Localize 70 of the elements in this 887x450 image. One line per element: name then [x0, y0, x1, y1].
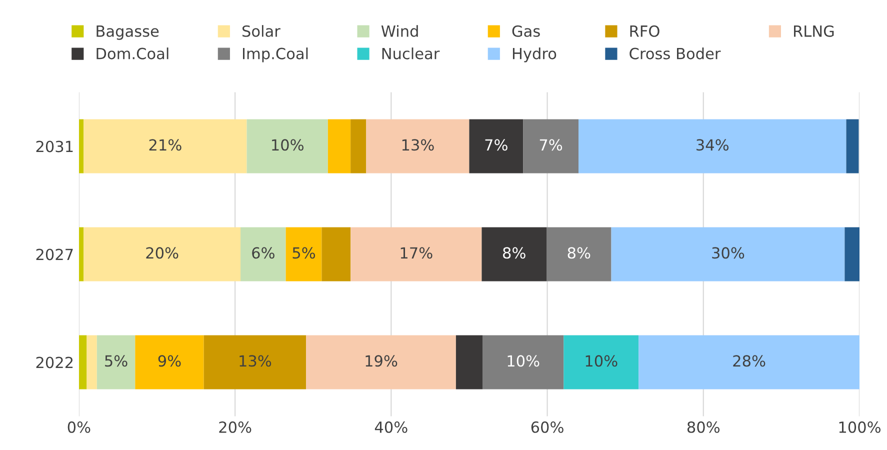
- data-label: 21%: [149, 139, 182, 151]
- bar: [469, 119, 524, 174]
- bar: [366, 119, 470, 174]
- bar: [86, 335, 97, 390]
- x-tick-label: 20%: [219, 421, 252, 433]
- data-label: 28%: [733, 355, 766, 367]
- data-label: 13%: [402, 139, 434, 151]
- data-label: 20%: [146, 247, 178, 259]
- data-label: 8%: [503, 247, 526, 259]
- legend-label: Wind: [381, 25, 418, 37]
- legend-label: Dom.Coal: [96, 48, 168, 60]
- bar: [350, 119, 366, 174]
- data-label: 5%: [105, 355, 128, 367]
- x-tick-label: 0%: [68, 421, 90, 433]
- data-label: 19%: [366, 355, 398, 367]
- data-label: 9%: [158, 355, 181, 367]
- bar: [523, 119, 578, 174]
- bar: [322, 227, 351, 282]
- data-label: 5%: [292, 247, 316, 259]
- legend-label: RFO: [630, 25, 660, 37]
- x-tick-label: 40%: [374, 421, 408, 433]
- bar: [246, 119, 328, 174]
- legend-label: Cross Boder: [630, 48, 721, 60]
- bar: [78, 119, 84, 174]
- bar: [846, 119, 859, 174]
- y-tick-label: 2031: [36, 140, 73, 152]
- x-tick-label: 80%: [687, 421, 720, 433]
- data-label: 10%: [508, 355, 540, 367]
- data-label: 10%: [586, 355, 618, 367]
- bar: [96, 335, 136, 390]
- bar: [482, 227, 546, 282]
- bar: [84, 119, 247, 174]
- bar: [240, 227, 286, 282]
- legend-label: Hydro: [512, 48, 556, 62]
- bar: [611, 227, 845, 282]
- legend-label: RLNG: [794, 25, 834, 37]
- bar: [78, 227, 84, 282]
- data-label: 17%: [400, 247, 432, 259]
- bar: [350, 227, 482, 282]
- bar: [564, 335, 639, 390]
- data-label: 30%: [712, 247, 744, 259]
- bar: [578, 119, 846, 174]
- bar: [135, 335, 204, 390]
- legend-label: Nuclear: [382, 48, 440, 60]
- data-label: 13%: [240, 355, 272, 367]
- legend-label: Solar: [242, 25, 280, 37]
- bar: [844, 227, 860, 282]
- data-label: 10%: [272, 139, 304, 151]
- legend-label: Bagasse: [96, 26, 159, 40]
- x-tick-label: 60%: [531, 421, 564, 433]
- bar: [204, 335, 306, 390]
- x-tick-label: 100%: [839, 421, 880, 433]
- data-label: 8%: [568, 247, 590, 259]
- bar: [546, 227, 612, 282]
- data-label: 7%: [540, 139, 562, 151]
- bar: [328, 119, 351, 174]
- y-tick-label: 2022: [36, 356, 73, 368]
- data-label: 6%: [252, 247, 274, 259]
- legend-label: Imp.Coal: [242, 48, 308, 62]
- legend-label: Gas: [512, 25, 540, 37]
- bar: [306, 335, 456, 390]
- data-label: 34%: [696, 139, 729, 151]
- bar: [78, 335, 87, 390]
- bar: [286, 227, 322, 282]
- bar: [638, 335, 860, 390]
- data-label: 7%: [485, 139, 508, 151]
- bar: [482, 335, 564, 390]
- y-tick-label: 2027: [36, 248, 73, 260]
- bar: [456, 335, 482, 390]
- bar: [84, 227, 241, 282]
